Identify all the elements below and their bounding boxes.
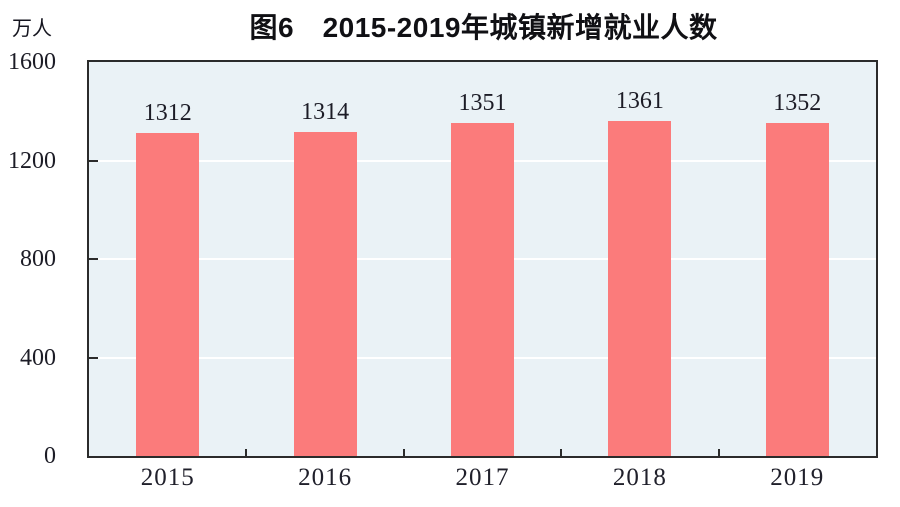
bar-value-label: 1312 <box>143 99 192 126</box>
plot-area: 1312 1314 1351 1361 1352 <box>87 60 878 458</box>
x-tick-label: 2018 <box>612 464 667 491</box>
bar-value-label: 1351 <box>458 90 507 117</box>
bar-value-label: 1352 <box>773 90 822 117</box>
x-tick-label: 2017 <box>455 464 510 491</box>
x-tick-mark <box>717 449 720 456</box>
y-tick-label: 0 <box>44 443 56 469</box>
x-tick-label: 2019 <box>770 464 825 491</box>
bar-value-label: 1361 <box>615 87 664 114</box>
y-tick-label: 1200 <box>8 147 56 174</box>
bar <box>765 123 829 456</box>
y-tick-mark <box>89 159 98 162</box>
bar <box>136 132 200 456</box>
x-tick-label: 2015 <box>140 464 195 491</box>
x-tick-label: 2016 <box>298 464 353 491</box>
bar <box>293 132 357 456</box>
x-tick-mark <box>245 449 248 456</box>
y-tick-mark <box>89 258 98 260</box>
bar <box>608 120 672 456</box>
x-tick-mark <box>402 449 405 456</box>
y-tick-label: 1600 <box>8 49 56 75</box>
y-tick-label: 800 <box>20 246 56 272</box>
y-axis-unit-label: 万人 <box>12 18 52 40</box>
chart-title: 图6 2015-2019年城镇新增就业人数 <box>249 12 718 43</box>
bar-value-label: 1314 <box>301 99 350 126</box>
y-tick-label: 400 <box>20 344 56 371</box>
y-tick-mark <box>89 356 98 359</box>
x-tick-mark <box>560 449 563 456</box>
bar <box>451 123 514 456</box>
